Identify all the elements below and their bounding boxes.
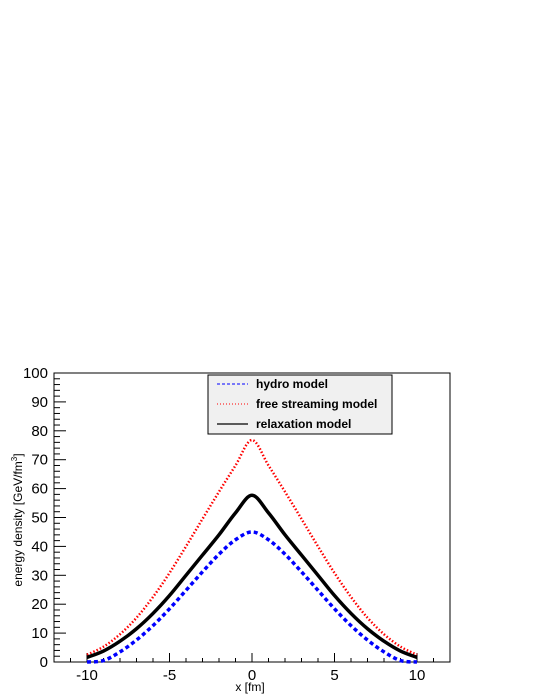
y-axis-title-main: energy density [GeV/fm [11, 461, 25, 586]
y-axis-title-tail: ] [11, 453, 25, 456]
y-tick-label: 60 [31, 481, 48, 498]
y-axis-title: energy density [GeV/fm3] [10, 453, 25, 586]
y-axis-title-sup: 3 [10, 456, 19, 461]
series-line-free-streaming-model [86, 438, 418, 656]
y-tick-label: 100 [23, 365, 48, 382]
y-tick-label: 90 [31, 394, 48, 411]
y-tick-label: 10 [31, 625, 48, 642]
y-tick-label: 20 [31, 596, 48, 613]
y-tick-label: 50 [31, 510, 48, 527]
legend: hydro model free streaming model relaxat… [207, 374, 393, 435]
y-tick-label: 70 [31, 452, 48, 469]
series-line-hydro-model [86, 530, 418, 664]
series-line-relaxation-model [86, 493, 418, 660]
x-tick-label: -5 [163, 667, 176, 684]
y-tick-label: 80 [31, 423, 48, 440]
x-tick-label: 0 [248, 667, 256, 684]
legend-label-free-streaming: free streaming model [256, 397, 377, 411]
y-tick-label: 30 [31, 567, 48, 584]
series-layer [86, 438, 418, 664]
x-tick-label: -10 [76, 667, 98, 684]
x-tick-label: 5 [330, 667, 338, 684]
x-tick-label: 10 [409, 667, 426, 684]
legend-label-relaxation: relaxation model [256, 417, 351, 431]
legend-label-hydro: hydro model [256, 377, 328, 391]
y-tick-label: 40 [31, 538, 48, 555]
x-axis-title: x [fm] [235, 680, 264, 694]
y-tick-label: 0 [40, 654, 48, 671]
